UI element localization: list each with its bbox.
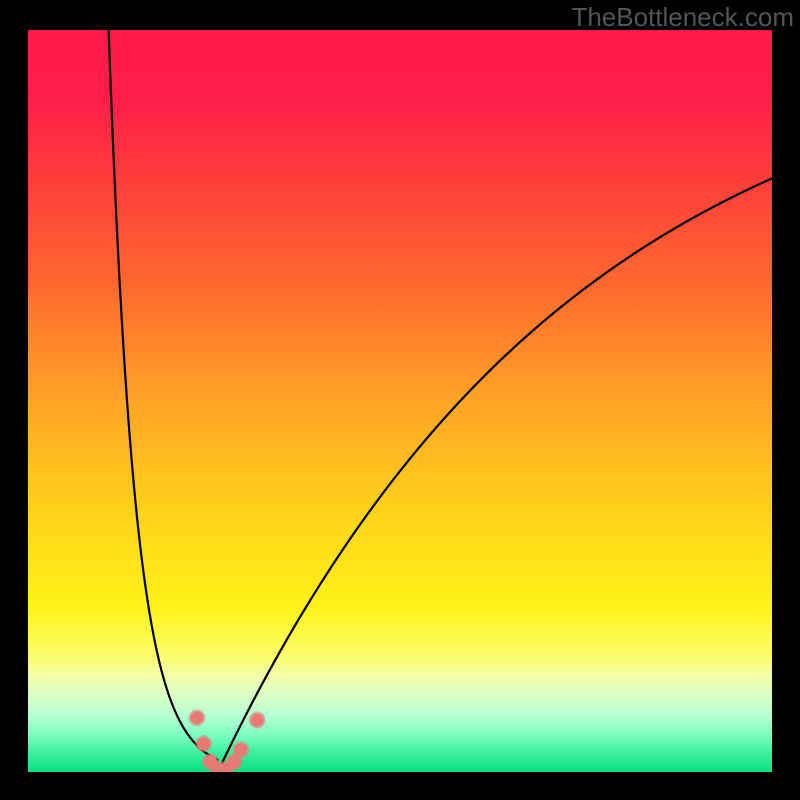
marker-dot-core <box>234 743 247 756</box>
stage: TheBottleneck.com <box>0 0 800 800</box>
marker-dot-core <box>197 737 210 750</box>
marker-dot-core <box>251 714 264 727</box>
plot-area <box>28 30 772 772</box>
watermark-text: TheBottleneck.com <box>571 2 794 33</box>
curve-left <box>108 30 217 760</box>
marker-dot-core <box>190 711 203 724</box>
curve-right <box>218 178 772 772</box>
chart-svg <box>28 30 772 772</box>
